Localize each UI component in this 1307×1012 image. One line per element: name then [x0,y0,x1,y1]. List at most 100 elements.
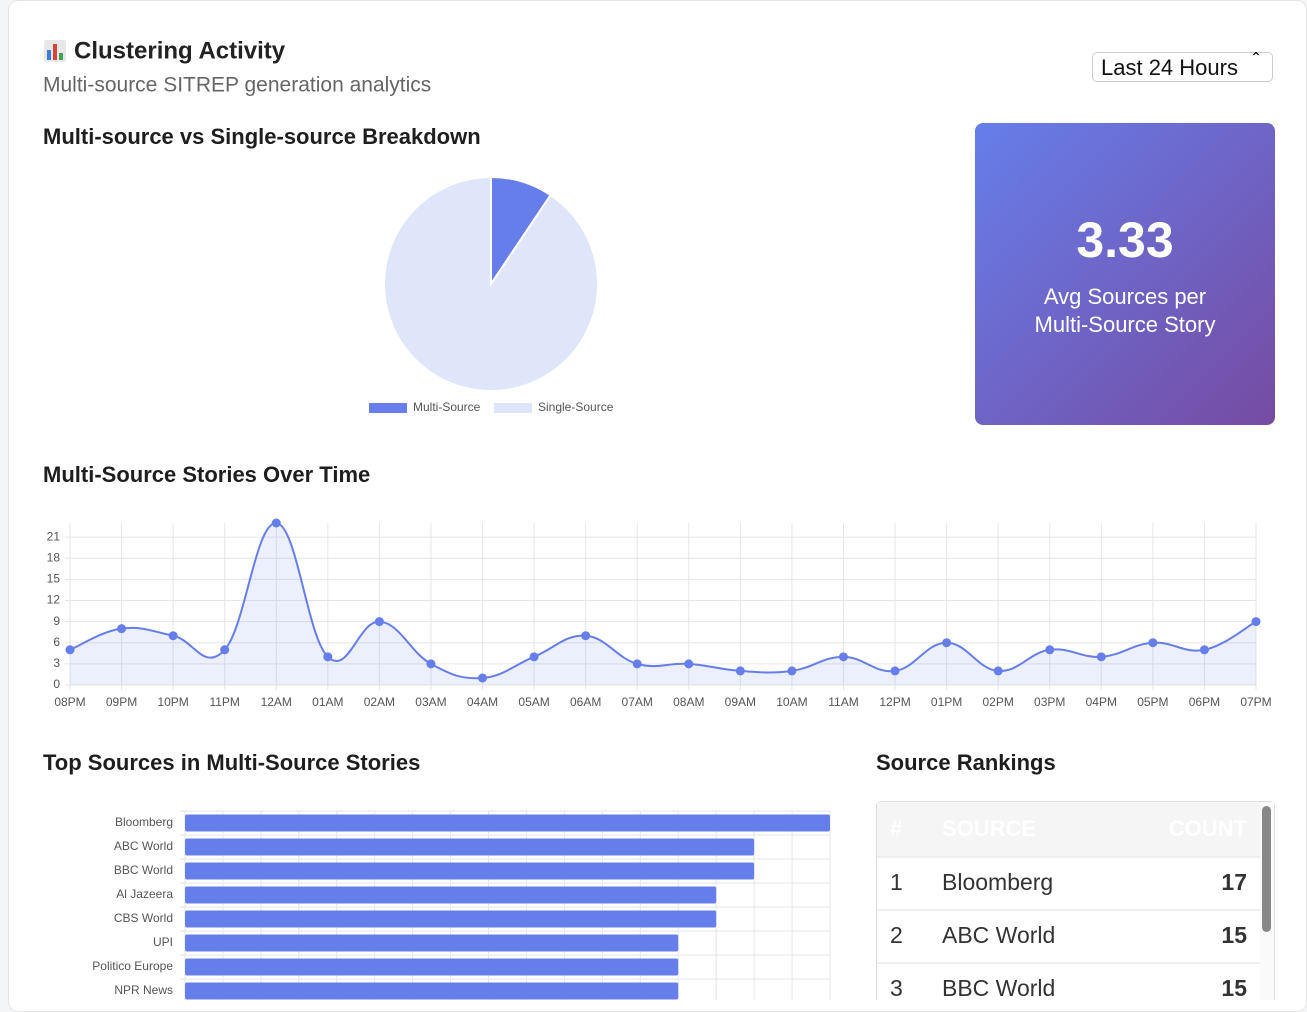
x-tick-label: 10PM [157,695,188,709]
table-cell: 17 [1221,869,1247,895]
table-header [877,802,1260,857]
x-tick-label: 03AM [415,695,446,709]
x-tick-label: 03PM [1034,695,1065,709]
table-title: Source Rankings [876,750,1056,775]
point [1096,652,1106,662]
point [838,652,848,662]
x-tick-label: 12AM [261,695,292,709]
legend-swatch [494,403,532,413]
x-tick-label: 07AM [622,695,653,709]
y-tick-label: 0 [53,677,60,691]
bar [185,838,755,856]
bar [185,910,717,928]
point [993,666,1003,676]
chart-icon [44,40,66,62]
column-header: # [890,816,902,841]
select-arrows: ⌃ [1250,49,1262,65]
chart-title: Top Sources in Multi-Source Stories [43,750,420,775]
table-cell: 1 [890,869,903,895]
point [271,518,281,528]
pie-slice [383,175,599,392]
point [735,666,745,676]
x-tick-label: 01PM [931,695,962,709]
y-tick-label: 18 [47,550,61,564]
stat-label: Avg Sources per Multi-Source Story [1034,284,1216,337]
x-tick-label: 01AM [312,695,343,709]
y-tick-label: 3 [53,656,60,670]
legend-label: Multi-Source [413,400,481,414]
x-tick-label: 05AM [518,695,549,709]
legend-label: Single-Source [538,400,614,414]
y-tick-label: 12 [47,593,61,607]
scrollbar-thumb[interactable] [1262,806,1271,932]
y-tick-label: NPR News [114,983,173,997]
point [942,638,952,648]
point [65,645,75,655]
bar [185,934,679,952]
stat-value: 3.33 [1076,212,1174,268]
table-cell: ABC World [942,922,1055,948]
bar [185,814,830,832]
point [684,659,694,669]
y-tick-label: Politico Europe [92,959,173,973]
point [632,659,642,669]
bar [185,862,755,880]
chart-title: Multi-Source Stories Over Time [43,462,370,487]
point [529,652,539,662]
x-tick-label: 11PM [209,695,239,709]
legend-swatch [369,403,407,413]
bar [185,982,679,1000]
time-range-select[interactable]: Last 24 Hours [1092,52,1273,82]
x-tick-label: 04AM [467,695,498,709]
x-tick-label: 10AM [776,695,807,709]
y-tick-label: Al Jazeera [116,887,173,901]
bar [185,958,679,976]
page-title: Clustering Activity [74,37,286,64]
point [1045,645,1055,655]
x-tick-label: 09PM [106,695,137,709]
x-tick-label: 06PM [1189,695,1220,709]
x-tick-label: 06AM [570,695,601,709]
area [70,522,1256,685]
table-cell: 15 [1221,922,1247,948]
chart-title: Multi-source vs Single-source Breakdown [43,124,481,149]
point [426,659,436,669]
point [890,666,900,676]
x-tick-label: 08PM [54,695,85,709]
table-cell: 15 [1221,975,1247,1000]
y-tick-label: 21 [47,529,61,543]
table-cell: 2 [890,922,903,948]
column-header: SOURCE [942,816,1036,841]
y-tick-label: UPI [153,935,173,949]
y-tick-label: 15 [47,572,61,586]
point [1251,617,1261,627]
y-tick-label: BBC World [114,863,173,877]
point [220,645,230,655]
x-tick-label: 04PM [1086,695,1117,709]
table-cell: 3 [890,975,903,1000]
x-tick-label: 07PM [1240,695,1271,709]
x-tick-label: 02AM [364,695,395,709]
x-tick-label: 12PM [879,695,910,709]
y-tick-label: 9 [53,614,60,628]
x-tick-label: 05PM [1137,695,1168,709]
point [117,624,127,634]
point [374,617,384,627]
point [478,673,488,683]
y-tick-label: 6 [53,635,60,649]
point [787,666,797,676]
y-tick-label: CBS World [114,911,173,925]
page-subtitle: Multi-source SITREP generation analytics [43,74,431,97]
point [1199,645,1209,655]
table-cell: Bloomberg [942,869,1053,895]
bar [185,886,717,904]
x-tick-label: 08AM [673,695,704,709]
x-tick-label: 11AM [828,695,858,709]
y-tick-label: Bloomberg [115,815,173,829]
y-tick-label: ABC World [114,839,173,853]
point [323,652,333,662]
x-tick-label: 02PM [982,695,1013,709]
point [581,631,591,641]
